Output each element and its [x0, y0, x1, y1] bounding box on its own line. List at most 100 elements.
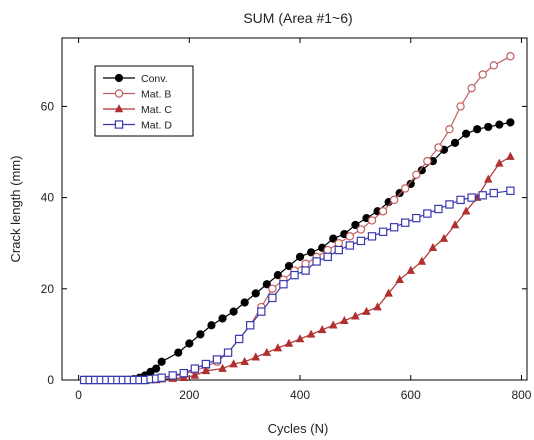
- data-point: [450, 220, 460, 229]
- legend-marker: [114, 89, 124, 98]
- data-point: [434, 143, 443, 152]
- data-point: [168, 371, 177, 380]
- data-point: [212, 355, 222, 364]
- data-point: [157, 357, 166, 366]
- data-point: [506, 118, 515, 127]
- data-point: [240, 298, 249, 307]
- legend: Conv. Mat. B Mat. C Mat. D: [94, 65, 194, 137]
- data-point: [345, 232, 355, 241]
- axis-ticks: 0 200 400 600 800 0 20 40 60: [41, 38, 532, 402]
- data-point: [290, 270, 299, 280]
- data-point: [439, 233, 449, 242]
- data-point: [273, 271, 282, 280]
- data-point: [362, 306, 371, 315]
- legend-item: Mat. D: [103, 120, 172, 132]
- data-point: [456, 102, 465, 111]
- data-point: [268, 293, 277, 303]
- data-point: [351, 220, 360, 230]
- data-point: [218, 363, 227, 372]
- y-tick-label: 40: [41, 191, 55, 205]
- data-point: [417, 166, 426, 175]
- data-point: [334, 245, 343, 255]
- data-point: [356, 225, 366, 234]
- data-point: [234, 334, 244, 344]
- data-point: [356, 236, 366, 246]
- data-point: [301, 259, 310, 268]
- data-point: [340, 315, 349, 325]
- data-point: [306, 329, 316, 338]
- data-point: [157, 373, 166, 382]
- data-point: [389, 223, 399, 232]
- data-point: [207, 321, 216, 330]
- data-point: [406, 179, 415, 189]
- data-point: [423, 156, 432, 166]
- data-point: [185, 339, 194, 348]
- chart-title: SUM (Area #1~6): [243, 10, 352, 26]
- data-point: [307, 248, 316, 257]
- data-point: [462, 129, 471, 138]
- data-point: [483, 174, 493, 183]
- x-tick-label: 600: [401, 388, 421, 402]
- data-point: [467, 193, 476, 202]
- series-3: [79, 186, 515, 385]
- data-point: [395, 188, 404, 198]
- data-point: [489, 61, 498, 70]
- data-point: [506, 186, 515, 195]
- data-point: [445, 124, 454, 134]
- data-point: [373, 302, 382, 311]
- data-point: [423, 209, 432, 218]
- data-point: [345, 241, 355, 250]
- data-point: [273, 343, 283, 352]
- data-point: [473, 125, 482, 134]
- y-tick-label: 0: [47, 373, 54, 387]
- data-point: [196, 330, 205, 339]
- data-point: [201, 359, 211, 369]
- data-point: [201, 366, 211, 375]
- data-point: [229, 307, 238, 316]
- data-point: [312, 257, 321, 266]
- data-point: [484, 122, 493, 132]
- data-point: [279, 280, 288, 289]
- data-point: [378, 227, 388, 236]
- data-point: [284, 338, 294, 347]
- data-point: [456, 195, 465, 205]
- data-point: [295, 252, 305, 261]
- data-point: [478, 70, 487, 79]
- legend-marker: [114, 104, 124, 113]
- x-tick-label: 200: [179, 388, 199, 402]
- data-point: [268, 284, 277, 293]
- data-point: [262, 347, 272, 356]
- x-tick-label: 400: [290, 388, 310, 402]
- data-point: [179, 368, 188, 378]
- data-point: [317, 325, 327, 334]
- data-point: [434, 204, 443, 214]
- legend-label: Conv.: [141, 73, 168, 85]
- plot-area-frame: [61, 37, 528, 381]
- data-point: [401, 184, 410, 193]
- data-point: [417, 256, 427, 265]
- legend-item: Mat. B: [103, 89, 171, 101]
- data-point: [223, 348, 233, 357]
- data-point: [257, 307, 266, 316]
- data-point: [428, 242, 438, 252]
- x-axis-title: Cycles (N): [268, 421, 329, 436]
- data-point: [323, 252, 332, 262]
- data-point: [506, 151, 515, 160]
- data-point: [461, 206, 471, 215]
- data-point: [328, 320, 338, 329]
- data-point: [351, 311, 360, 320]
- data-point: [450, 138, 460, 147]
- data-point: [367, 216, 377, 225]
- data-point: [506, 52, 515, 61]
- data-point: [401, 218, 410, 227]
- legend-item: Conv.: [103, 73, 168, 85]
- data-point: [284, 261, 294, 271]
- data-point: [251, 352, 261, 361]
- data-point: [323, 245, 332, 255]
- data-point: [251, 289, 260, 298]
- data-point: [229, 359, 238, 368]
- data-point: [190, 364, 200, 373]
- data-point: [412, 170, 421, 179]
- data-point: [412, 213, 421, 223]
